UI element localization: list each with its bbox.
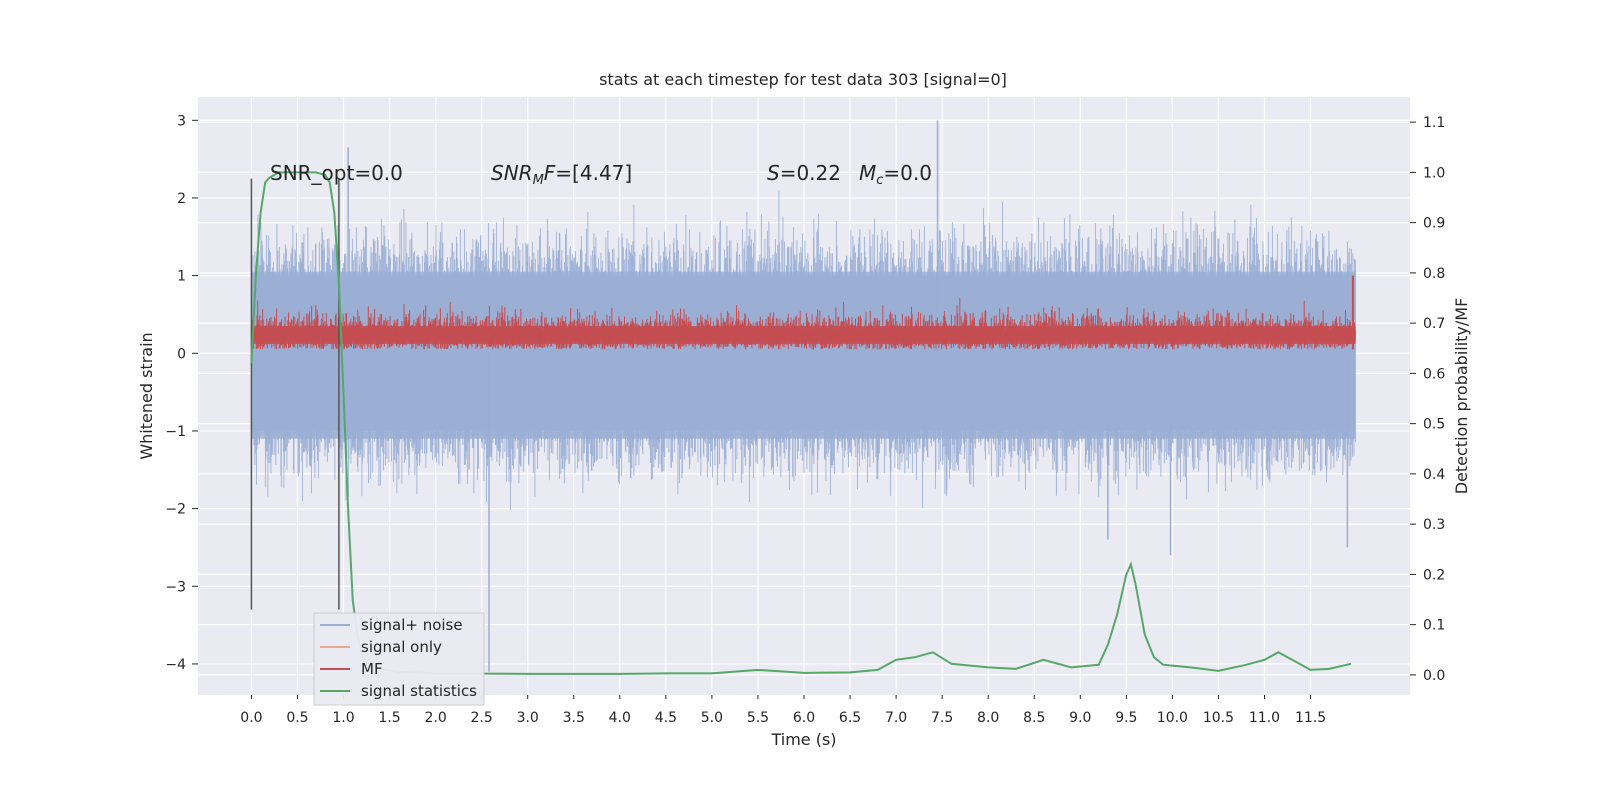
x-tick-label-4: 2.0 xyxy=(424,710,446,726)
annotation-snr-mf-value: =[4.47] xyxy=(555,161,632,185)
annotation-snr-opt: SNR_opt=0.0 xyxy=(270,161,403,185)
x-tick-label-23: 11.5 xyxy=(1295,710,1326,726)
series-mf xyxy=(250,275,1356,350)
y-tick-label-5: 1 xyxy=(177,269,186,285)
x-tick-label-17: 8.5 xyxy=(1023,710,1045,726)
x-tick-label-15: 7.5 xyxy=(931,710,953,726)
y2-tick-label-2: 0.2 xyxy=(1423,567,1445,583)
y2-tick-label-7: 0.7 xyxy=(1423,316,1445,332)
x-tick-label-7: 3.5 xyxy=(563,710,585,726)
x-tick-label-19: 9.5 xyxy=(1115,710,1137,726)
vertical-markers xyxy=(250,178,340,610)
y-tick-label-2: −2 xyxy=(165,502,186,518)
chart-title: stats at each timestep for test data 303… xyxy=(599,70,1007,89)
y-tick-label-7: 3 xyxy=(177,113,186,129)
y2-axis-label: Detection probability/MF xyxy=(1452,298,1471,495)
x-tick-label-9: 4.5 xyxy=(655,710,677,726)
x-tick-label-21: 10.5 xyxy=(1203,710,1234,726)
annotation-s: S=0.22 xyxy=(767,161,841,185)
x-tick-label-13: 6.5 xyxy=(839,710,861,726)
x-tick-label-18: 9.0 xyxy=(1069,710,1091,726)
legend-label-signal-noise: signal+ noise xyxy=(361,616,463,634)
y2-tick-label-10: 1.0 xyxy=(1423,165,1445,181)
y2-tick-label-9: 0.9 xyxy=(1423,216,1445,232)
y2-axis-ticks: 0.0 0.1 0.2 0.3 0.4 0.5 0.6 0.7 0.8 0.9 1.0 1.1 xyxy=(1410,115,1445,684)
legend: signal+ noise signal only MF signal stat… xyxy=(313,612,485,706)
y-tick-label-6: 2 xyxy=(177,191,186,207)
x-tick-label-20: 10.0 xyxy=(1157,710,1188,726)
signal-statistics-line xyxy=(250,171,1352,675)
legend-label-mf: MF xyxy=(361,660,383,678)
y2-tick-label-1: 0.1 xyxy=(1423,618,1445,634)
x-tick-label-14: 7.0 xyxy=(885,710,907,726)
y2-tick-label-8: 0.8 xyxy=(1423,266,1445,282)
signal-noise-core xyxy=(251,271,1356,439)
x-tick-label-1: 0.5 xyxy=(286,710,308,726)
y-axis-ticks: −4 −3 −2 −1 0 1 2 3 xyxy=(165,113,198,673)
x-axis-label: Time (s) xyxy=(770,730,836,749)
y2-tick-label-3: 0.3 xyxy=(1423,517,1445,533)
annotation-mc: Mc=0.0 xyxy=(859,161,932,188)
x-tick-label-16: 8.0 xyxy=(977,710,999,726)
x-axis-ticks: 0.0 0.5 1.0 1.5 2.0 2.5 3.0 3.5 4.0 4.5 5.0 5.5 6.0 6… xyxy=(240,695,1326,726)
mf-core xyxy=(251,326,1356,344)
x-tick-label-12: 6.0 xyxy=(793,710,815,726)
y-tick-label-4: 0 xyxy=(177,346,186,362)
y2-tick-label-4: 0.4 xyxy=(1423,467,1445,483)
x-tick-label-8: 4.0 xyxy=(609,710,631,726)
series-signal-noise xyxy=(250,120,1356,672)
x-tick-label-0: 0.0 xyxy=(240,710,262,726)
x-tick-label-6: 3.0 xyxy=(517,710,539,726)
series-signal-statistics xyxy=(250,171,1352,675)
legend-label-signal-only: signal only xyxy=(361,638,442,656)
x-tick-label-3: 1.5 xyxy=(378,710,400,726)
annotation-s-value: =0.22 xyxy=(780,161,841,185)
y-axis-label: Whitened strain xyxy=(137,332,156,459)
legend-box xyxy=(313,612,485,706)
legend-label-signal-statistics: signal statistics xyxy=(361,682,477,700)
y2-tick-label-11: 1.1 xyxy=(1423,115,1445,131)
annotation-mc-value: =0.0 xyxy=(883,161,932,185)
annotation-snr-mf: SNRMF=[4.47] xyxy=(491,161,632,188)
x-tick-label-11: 5.5 xyxy=(747,710,769,726)
y-tick-label-0: −4 xyxy=(165,657,186,673)
y2-tick-label-6: 0.6 xyxy=(1423,366,1445,382)
x-tick-label-22: 11.0 xyxy=(1249,710,1280,726)
y-tick-label-1: −3 xyxy=(165,579,186,595)
y2-tick-label-0: 0.0 xyxy=(1423,668,1445,684)
y-tick-label-3: −1 xyxy=(165,424,186,440)
x-tick-label-5: 2.5 xyxy=(471,710,493,726)
y2-tick-label-5: 0.5 xyxy=(1423,417,1445,433)
x-tick-label-10: 5.0 xyxy=(701,710,723,726)
x-tick-label-2: 1.0 xyxy=(332,710,354,726)
